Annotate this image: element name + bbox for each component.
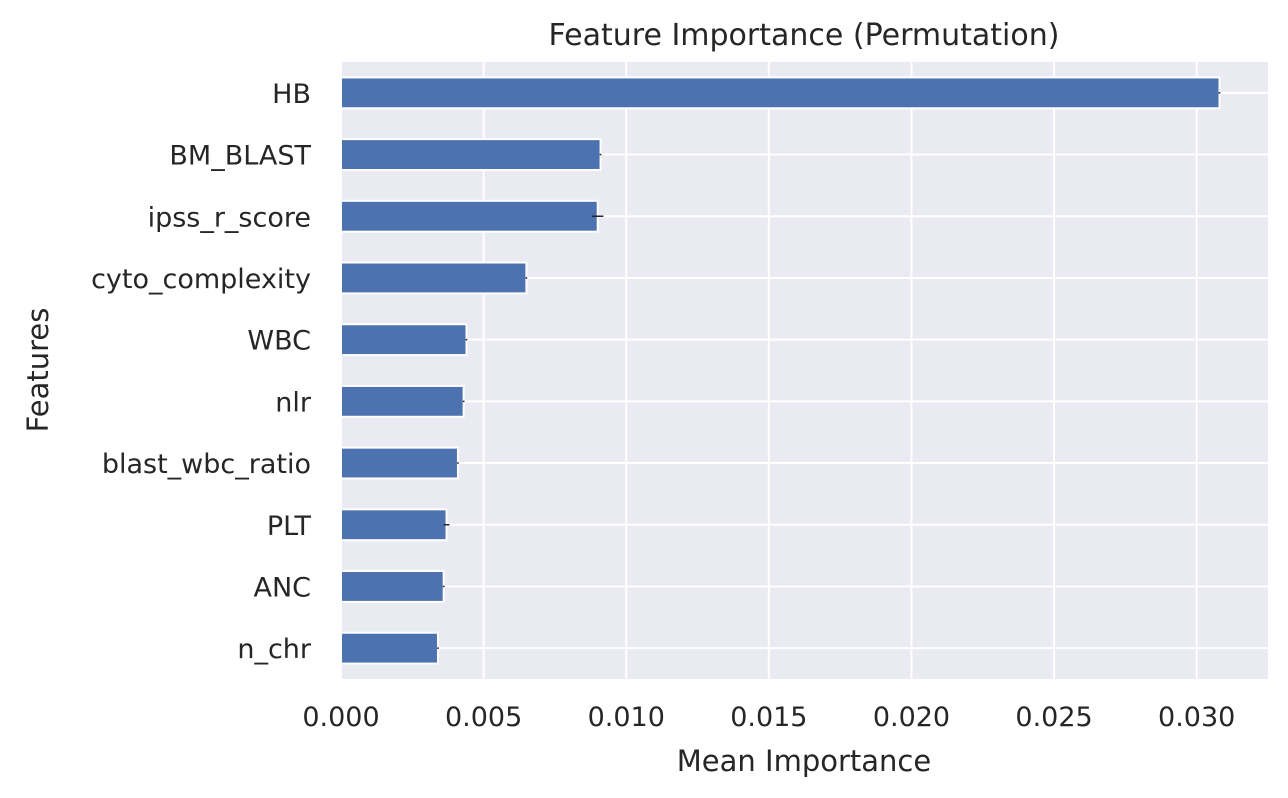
y-tick-label: ANC (253, 572, 311, 603)
y-tick-label: PLT (267, 511, 312, 542)
y-tick-label: n_chr (237, 634, 312, 665)
bars (340, 76, 1221, 665)
bar-WBC (340, 323, 468, 357)
bar-ipss_r_score (340, 199, 599, 233)
bar-PLT (340, 508, 448, 542)
error-bars (437, 92, 1221, 649)
y-tick-label: ipss_r_score (148, 202, 311, 233)
bar-cyto_complexity (340, 261, 528, 295)
bar-blast_wbc_ratio (340, 446, 459, 480)
y-tick-label: nlr (275, 387, 312, 418)
x-tick-label: 0.030 (1158, 702, 1235, 733)
x-tick-label: 0.000 (302, 702, 379, 733)
bar-ANC (340, 570, 445, 603)
y-tick-label: HB (272, 79, 311, 110)
y-tick-label: BM_BLAST (169, 141, 311, 172)
x-axis-label: Mean Importance (677, 744, 931, 778)
x-tick-label: 0.020 (873, 702, 950, 733)
x-tick-labels: 0.000 0.005 0.010 0.015 0.020 0.025 0.030 (302, 702, 1235, 733)
y-tick-label: blast_wbc_ratio (102, 449, 311, 480)
y-tick-label: WBC (247, 326, 311, 357)
bar-nlr (340, 384, 465, 418)
y-axis-label: Features (21, 308, 55, 433)
x-tick-label: 0.015 (730, 702, 807, 733)
chart-title: Feature Importance (Permutation) (549, 18, 1060, 53)
y-tick-labels: HB BM_BLAST ipss_r_score cyto_complexity WBC… (91, 79, 312, 665)
y-tick-label: cyto_complexity (91, 264, 311, 295)
bar-n_chr (340, 631, 439, 665)
bar-BM_BLAST (340, 138, 602, 171)
x-tick-label: 0.025 (1015, 702, 1092, 733)
bar-HB (340, 76, 1221, 110)
x-tick-label: 0.005 (445, 702, 522, 733)
x-tick-label: 0.010 (588, 702, 665, 733)
